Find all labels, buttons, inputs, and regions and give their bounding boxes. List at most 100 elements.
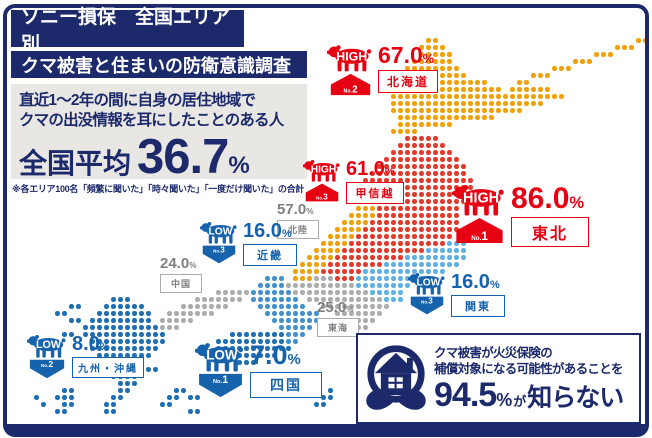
map-dot-tohoku_koshinetsu (412, 157, 417, 162)
region-label-koshinetsu: 甲信越 (346, 182, 404, 204)
map-dot-shikoku (279, 346, 284, 351)
map-dot-tohoku_koshinetsu (398, 248, 403, 253)
map-dot-hokkaido (426, 122, 431, 127)
map-dot-tohoku_koshinetsu (419, 199, 424, 204)
region-value-tokai: 25.0% (317, 299, 354, 316)
map-dot-tohoku_koshinetsu (433, 150, 438, 155)
map-dot-kanto (405, 255, 410, 260)
map-dot-tokai (356, 290, 361, 295)
map-dot-hokkaido (433, 59, 438, 64)
map-dot-kanto (391, 262, 396, 267)
map-dot-kyushu_okinawa (139, 346, 144, 351)
map-dot-tokai (335, 311, 340, 316)
map-dot-kinki (272, 283, 277, 288)
map-dot-tohoku_koshinetsu (454, 157, 459, 162)
map-dot-kyushu_okinawa (153, 332, 158, 337)
national-average-value: 36.7 (137, 129, 229, 184)
map-dot-chugoku (216, 304, 221, 309)
map-dot-kinki (258, 304, 263, 309)
map-dot-tohoku_koshinetsu (419, 143, 424, 148)
map-dot-kanto (454, 241, 459, 246)
map-dot-kyushu_okinawa (132, 318, 137, 323)
map-dot-tohoku_koshinetsu (440, 143, 445, 148)
map-dot-hokkaido (454, 94, 459, 99)
map-dot-kyushu_okinawa (139, 325, 144, 330)
map-dot-tohoku_koshinetsu (391, 241, 396, 246)
map-dot-shikoku (258, 346, 263, 351)
map-dot-tohoku_koshinetsu (405, 143, 410, 148)
map-dot-hokkaido (426, 38, 431, 43)
region-label-kanto: 関東 (451, 295, 505, 317)
map-dot-tohoku_koshinetsu (391, 150, 396, 155)
map-dot-shikoku (265, 332, 270, 337)
map-dot-kyushu_okinawa (97, 311, 102, 316)
map-dot-tokai (321, 297, 326, 302)
map-dot-kinki (286, 332, 291, 337)
map-dot-kanto (412, 262, 417, 267)
map-dot-kyushu_okinawa (90, 325, 95, 330)
map-dot-hokuriku (293, 276, 298, 281)
map-dot-chugoku (195, 304, 200, 309)
map-dot-hokkaido (433, 45, 438, 50)
map-dot-kanto (433, 262, 438, 267)
map-dot-hokkaido (440, 66, 445, 71)
map-dot-kanto (384, 290, 389, 295)
map-dot-hokkaido (545, 87, 550, 92)
map-dot-hokkaido (517, 101, 522, 106)
map-dot-shikoku (272, 339, 277, 344)
map-dot-hokkaido (419, 94, 424, 99)
map-dot-tohoku_koshinetsu (405, 234, 410, 239)
map-dot-kanto (398, 276, 403, 281)
map-dot-hokkaido (580, 59, 585, 64)
map-dot-tohoku_koshinetsu (433, 136, 438, 141)
map-dot-shikoku (251, 360, 256, 365)
map-dot-tohoku_koshinetsu (349, 255, 354, 260)
map-dot-hokkaido (454, 101, 459, 106)
map-dot-tohoku_koshinetsu (398, 220, 403, 225)
map-dot-kyushu_okinawa (97, 346, 102, 351)
map-dot-chugoku (188, 304, 193, 309)
map-dot-hokkaido (447, 87, 452, 92)
map-dot-tohoku_koshinetsu (447, 178, 452, 183)
map-dot-kinki (300, 318, 305, 323)
map-dot-kyushu_okinawa (97, 339, 102, 344)
map-dot-shikoku (272, 353, 277, 358)
map-dot-kyushu_okinawa (69, 388, 74, 393)
map-dot-kinki (300, 304, 305, 309)
map-dot-kyushu_okinawa (111, 311, 116, 316)
map-dot-kanto (426, 262, 431, 267)
map-dot-tohoku_koshinetsu (433, 157, 438, 162)
question-line-2: クマの出没情報を耳にしたことのある人 (19, 111, 284, 129)
map-dot-hokkaido (412, 108, 417, 113)
map-dot-chugoku (188, 311, 193, 316)
map-dot-chugoku (230, 297, 235, 302)
map-dot-tohoku_koshinetsu (384, 248, 389, 253)
map-dot-kanto (391, 297, 396, 302)
map-dot-hokkaido (573, 59, 578, 64)
map-dot-kyushu_okinawa (90, 332, 95, 337)
map-dot-shikoku (237, 360, 242, 365)
map-dot-hokkaido (489, 101, 494, 106)
map-dot-chugoku (195, 311, 200, 316)
map-dot-hokkaido (454, 73, 459, 78)
map-dot-hokkaido (391, 94, 396, 99)
question-line-1: 直近1〜2年の間に自身の居住地域で (19, 92, 256, 109)
bear-high-icon: HIGH (303, 160, 340, 182)
map-dot-tohoku_koshinetsu (419, 192, 424, 197)
map-dot-tohoku_koshinetsu (412, 241, 417, 246)
map-dot-chugoku (167, 325, 172, 330)
map-dot-kyushu_okinawa (146, 367, 151, 372)
map-dot-chugoku (223, 290, 228, 295)
map-dot-tohoku_koshinetsu (405, 136, 410, 141)
map-dot-tohoku_koshinetsu (440, 220, 445, 225)
map-dot-hokkaido (447, 108, 452, 113)
map-dot-tohoku_koshinetsu (433, 206, 438, 211)
map-dot-kinki (286, 318, 291, 323)
map-dot-kinki (265, 304, 270, 309)
map-dot-hokkaido (405, 129, 410, 134)
map-dot-hokkaido (419, 52, 424, 57)
map-dot-hokkaido (475, 87, 480, 92)
map-dot-shikoku (265, 346, 270, 351)
map-dot-tokai (370, 311, 375, 316)
map-dot-chugoku (167, 318, 172, 323)
